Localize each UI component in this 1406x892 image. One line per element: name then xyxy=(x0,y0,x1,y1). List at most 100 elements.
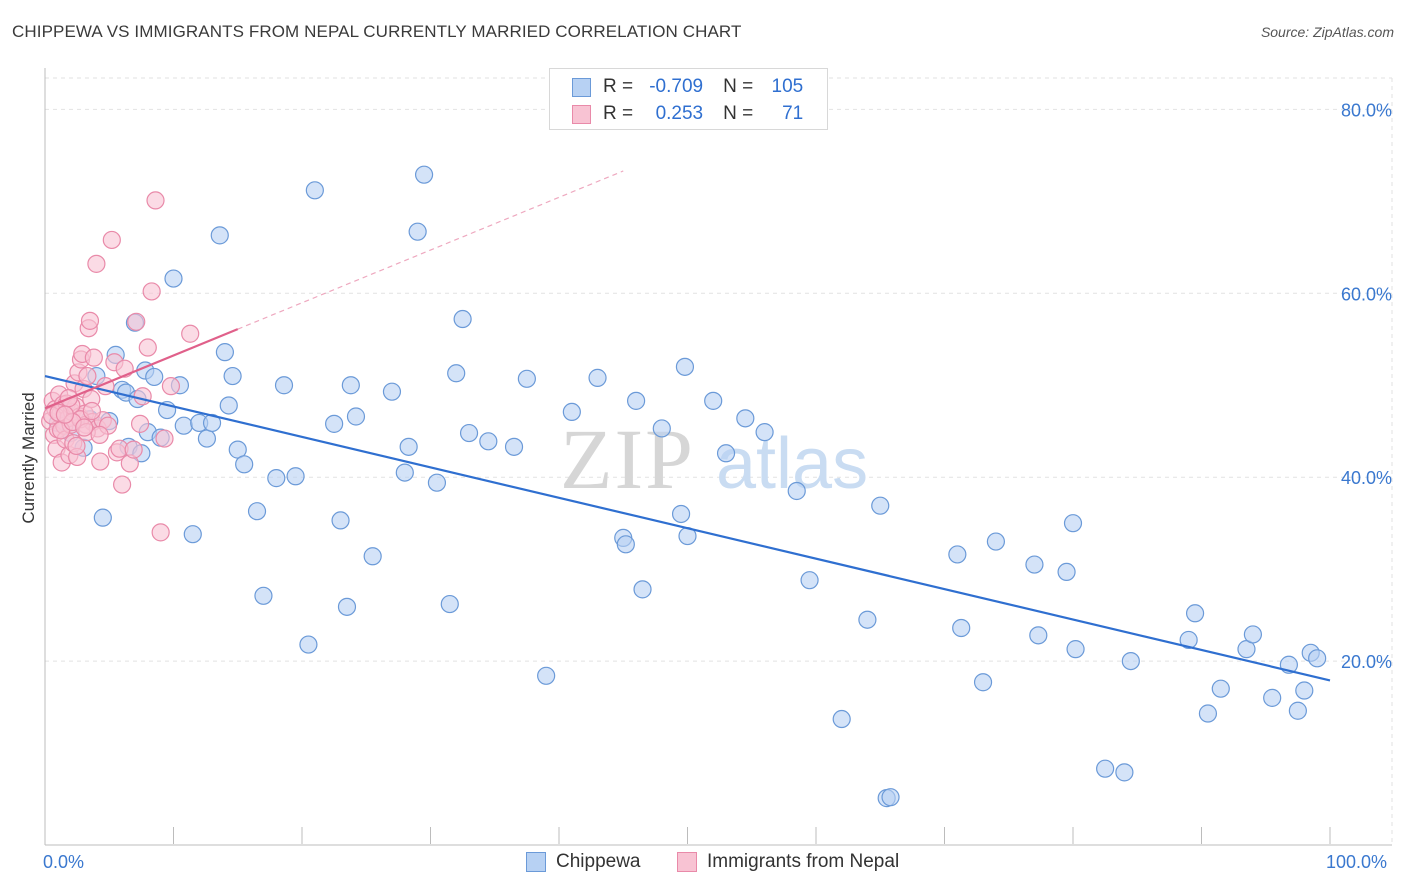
nepal-point xyxy=(84,348,103,367)
series-swatch-pink xyxy=(677,852,697,872)
chippewa-point xyxy=(440,594,459,614)
nepal-point xyxy=(78,366,97,386)
legend-r-value: 0.253 xyxy=(655,103,704,124)
chippewa-point xyxy=(337,597,357,616)
chippewa-point xyxy=(267,469,286,488)
nepal-point xyxy=(138,338,157,357)
legend-n-label: N = xyxy=(723,103,754,124)
chippewa-point xyxy=(973,673,993,692)
chippewa-point xyxy=(223,366,242,386)
chippewa-point xyxy=(787,481,806,501)
watermark: ZIP atlas xyxy=(560,411,868,507)
legend-r-label: R = xyxy=(603,103,634,124)
legend-swatch-blue xyxy=(572,77,591,97)
nepal-point xyxy=(146,191,165,210)
chippewa-point xyxy=(1066,640,1085,659)
chippewa-point xyxy=(1308,649,1327,668)
nepal-point xyxy=(75,418,94,437)
nepal-point xyxy=(127,312,146,331)
chippewa-point xyxy=(325,414,344,433)
chippewa-point xyxy=(652,419,671,438)
chippewa-point xyxy=(675,357,695,376)
chippewa-point xyxy=(671,504,691,524)
y-tick-label: 20.0% xyxy=(1341,652,1392,672)
nepal-point xyxy=(133,387,152,406)
axes xyxy=(44,68,1392,846)
series-name: Chippewa xyxy=(556,851,641,872)
nepal-point xyxy=(112,475,132,494)
chippewa-point xyxy=(504,437,524,456)
y-tick-label: 40.0% xyxy=(1341,468,1392,488)
chippewa-point xyxy=(453,309,472,329)
chart-title: CHIPPEWA VS IMMIGRANTS FROM NEPAL CURREN… xyxy=(12,22,742,41)
series-legend-chippewa[interactable]: Chippewa xyxy=(526,851,641,873)
nepal-point xyxy=(87,254,106,273)
nepal-point xyxy=(82,401,102,421)
chippewa-point xyxy=(254,586,273,605)
chippewa-point xyxy=(235,455,254,474)
nepal-point xyxy=(161,377,181,396)
chippewa-point xyxy=(215,343,234,362)
legend-row-nepal: R = 0.253 N = 71 xyxy=(572,102,803,126)
trend-extension-line xyxy=(237,170,624,330)
y-tick-labels: 20.0% 40.0% 60.0% 80.0% xyxy=(1341,100,1392,672)
chippewa-point xyxy=(363,547,382,566)
nepal-point xyxy=(55,405,75,424)
nepal-point xyxy=(155,429,174,448)
chippewa-point xyxy=(716,444,736,463)
chippewa-point xyxy=(1096,759,1115,778)
chippewa-point xyxy=(479,432,498,451)
chippewa-point xyxy=(633,580,652,599)
chippewa-point xyxy=(247,502,267,521)
chippewa-point xyxy=(952,618,971,638)
nepal-point xyxy=(151,523,170,542)
x-tick-label-max: 100.0% xyxy=(1326,852,1388,872)
chippewa-point xyxy=(346,407,366,426)
chippewa-point xyxy=(219,396,238,415)
x-tick-label-min: 0.0% xyxy=(43,852,85,872)
legend-n-value: 71 xyxy=(782,103,804,124)
series-name: Immigrants from Nepal xyxy=(707,851,900,872)
chippewa-point xyxy=(305,181,324,200)
chippewa-point xyxy=(399,437,418,456)
nepal-point xyxy=(142,282,161,301)
chippewa-point xyxy=(395,463,414,482)
chippewa-point xyxy=(1063,514,1083,533)
y-axis-label: Currently Married xyxy=(19,392,38,523)
nepal-point xyxy=(124,440,143,459)
chippewa-point xyxy=(948,545,967,564)
chippewa-point xyxy=(832,709,851,729)
nepal-trend-line xyxy=(44,328,239,410)
chippewa-point xyxy=(1288,701,1307,720)
chippewa-point xyxy=(1115,763,1134,782)
nepal-point xyxy=(67,436,86,456)
chippewa-point xyxy=(1198,704,1218,723)
series-legend-nepal[interactable]: Immigrants from Nepal xyxy=(677,851,899,873)
legend-n-label: N = xyxy=(723,76,754,97)
chippewa-point xyxy=(517,369,536,388)
legend-row-chippewa: R = -0.709 N = 105 xyxy=(572,75,803,99)
nepal-point xyxy=(130,414,150,433)
chippewa-point xyxy=(210,226,229,245)
chippewa-point xyxy=(616,535,635,554)
chippewa-point xyxy=(286,467,305,486)
chippewa-point xyxy=(704,391,723,410)
chippewa-point xyxy=(881,788,900,807)
y-tick-label: 60.0% xyxy=(1341,284,1392,304)
chippewa-point xyxy=(197,429,217,448)
chippewa-point xyxy=(871,496,890,515)
chippewa-point xyxy=(427,473,447,492)
chippewa-point xyxy=(626,391,646,410)
chippewa-point xyxy=(1185,604,1205,623)
chippewa-point xyxy=(183,525,202,544)
chippewa-point xyxy=(414,165,434,184)
nepal-point xyxy=(181,324,200,343)
chippewa-point xyxy=(755,423,774,442)
chippewa-point xyxy=(1025,555,1044,574)
chippewa-point xyxy=(1121,651,1140,671)
chippewa-point xyxy=(1263,688,1282,707)
chippewa-point xyxy=(341,376,360,395)
nepal-point xyxy=(90,425,109,444)
source-credit: Source: ZipAtlas.com xyxy=(1260,24,1394,40)
